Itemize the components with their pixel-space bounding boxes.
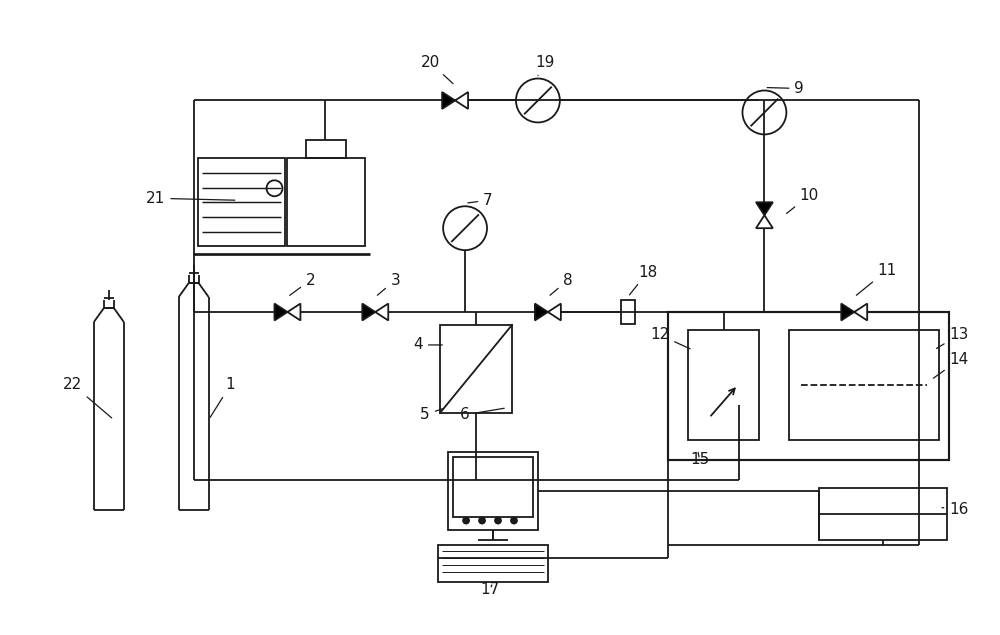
Text: 19: 19 — [535, 55, 555, 76]
Text: 8: 8 — [550, 272, 573, 295]
Text: 20: 20 — [421, 55, 453, 84]
Polygon shape — [274, 304, 287, 321]
Text: 16: 16 — [942, 502, 969, 517]
Text: 18: 18 — [629, 265, 657, 295]
Polygon shape — [535, 304, 548, 321]
Circle shape — [479, 518, 485, 523]
Text: 5: 5 — [420, 407, 442, 422]
Text: 10: 10 — [787, 188, 819, 213]
Bar — [438, 544, 548, 582]
Circle shape — [463, 518, 469, 523]
Text: 22: 22 — [63, 377, 112, 418]
Polygon shape — [375, 304, 388, 321]
Polygon shape — [442, 92, 455, 109]
Text: 6: 6 — [460, 407, 504, 422]
Bar — [621, 300, 635, 324]
Bar — [453, 457, 533, 516]
Text: 17: 17 — [480, 582, 500, 597]
Bar — [819, 488, 947, 540]
Polygon shape — [756, 215, 773, 228]
Polygon shape — [841, 304, 854, 321]
Text: 21: 21 — [146, 190, 235, 206]
Bar — [448, 451, 538, 530]
Text: 11: 11 — [856, 263, 897, 295]
Bar — [789, 330, 939, 439]
Text: 15: 15 — [690, 452, 709, 467]
Polygon shape — [287, 304, 300, 321]
Bar — [287, 158, 365, 246]
Text: 7: 7 — [468, 193, 493, 208]
Polygon shape — [756, 203, 773, 215]
Bar — [688, 330, 759, 439]
Text: 9: 9 — [767, 81, 804, 96]
Polygon shape — [455, 92, 468, 109]
Polygon shape — [362, 304, 375, 321]
Polygon shape — [854, 304, 867, 321]
Text: 13: 13 — [936, 328, 969, 349]
Bar — [440, 325, 512, 413]
Circle shape — [511, 518, 517, 523]
Text: 12: 12 — [650, 328, 690, 349]
Polygon shape — [548, 304, 561, 321]
Text: 2: 2 — [290, 272, 315, 295]
Bar — [198, 158, 285, 246]
Bar — [668, 312, 949, 460]
Text: 4: 4 — [413, 337, 442, 352]
Text: 1: 1 — [210, 377, 235, 417]
Text: 14: 14 — [933, 352, 969, 378]
Text: 3: 3 — [377, 272, 400, 295]
Circle shape — [495, 518, 501, 523]
Bar — [306, 140, 346, 158]
